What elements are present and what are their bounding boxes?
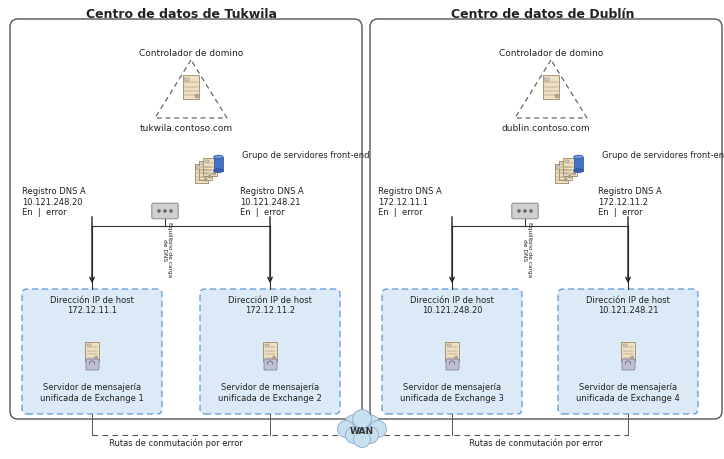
FancyBboxPatch shape <box>560 164 565 166</box>
Circle shape <box>353 410 371 428</box>
Circle shape <box>204 179 207 182</box>
FancyBboxPatch shape <box>10 20 362 419</box>
Circle shape <box>361 426 379 443</box>
Circle shape <box>163 210 167 213</box>
Text: Dirección IP de host
172.12.11.1: Dirección IP de host 172.12.11.1 <box>50 295 134 315</box>
Text: Centro de datos de Tukwila: Centro de datos de Tukwila <box>85 8 277 21</box>
FancyBboxPatch shape <box>200 289 340 414</box>
FancyBboxPatch shape <box>264 359 277 370</box>
Text: En  |  error: En | error <box>22 208 67 217</box>
Ellipse shape <box>573 156 583 160</box>
Circle shape <box>529 210 533 213</box>
FancyBboxPatch shape <box>445 342 458 361</box>
FancyBboxPatch shape <box>265 344 269 347</box>
Circle shape <box>573 173 576 175</box>
Text: Grupo de servidores front-end: Grupo de servidores front-end <box>602 151 724 160</box>
Circle shape <box>455 356 458 359</box>
Circle shape <box>337 420 355 437</box>
Text: En  |  error: En | error <box>240 208 285 217</box>
Text: Dirección IP de host
10.121.248.21: Dirección IP de host 10.121.248.21 <box>586 295 670 315</box>
FancyBboxPatch shape <box>623 344 627 347</box>
Circle shape <box>157 210 161 213</box>
Circle shape <box>517 210 521 213</box>
FancyBboxPatch shape <box>199 162 212 180</box>
FancyBboxPatch shape <box>195 164 209 183</box>
Text: Controlador de domino: Controlador de domino <box>139 49 243 58</box>
Circle shape <box>369 420 387 437</box>
Circle shape <box>568 176 571 179</box>
FancyBboxPatch shape <box>621 342 635 361</box>
Text: Equilibrio de carga
de DNS: Equilibrio de carga de DNS <box>521 222 532 277</box>
Circle shape <box>631 356 634 359</box>
Circle shape <box>209 176 211 179</box>
Text: Servidor de mensajería
unificada de Exchange 3: Servidor de mensajería unificada de Exch… <box>400 382 504 402</box>
FancyBboxPatch shape <box>382 289 522 414</box>
FancyBboxPatch shape <box>557 167 560 169</box>
FancyBboxPatch shape <box>205 161 209 163</box>
FancyBboxPatch shape <box>87 344 90 347</box>
Text: WAN: WAN <box>350 426 374 436</box>
FancyBboxPatch shape <box>565 161 568 163</box>
Text: Dirección IP de host
10.121.248.20: Dirección IP de host 10.121.248.20 <box>410 295 494 315</box>
FancyBboxPatch shape <box>622 359 635 370</box>
Circle shape <box>169 210 173 213</box>
FancyBboxPatch shape <box>86 359 99 370</box>
Text: Registro DNS A
10.121.248.20: Registro DNS A 10.121.248.20 <box>22 187 85 206</box>
FancyBboxPatch shape <box>559 162 573 180</box>
Circle shape <box>95 356 98 359</box>
Circle shape <box>344 415 364 435</box>
Text: Servidor de mensajería
unificada de Exchange 1: Servidor de mensajería unificada de Exch… <box>40 382 144 402</box>
FancyBboxPatch shape <box>214 158 223 171</box>
Text: Grupo de servidores front-end: Grupo de servidores front-end <box>242 151 369 160</box>
FancyBboxPatch shape <box>184 79 189 82</box>
Ellipse shape <box>214 156 223 160</box>
FancyBboxPatch shape <box>542 76 560 100</box>
Text: Equilibrio de carga
de DNS: Equilibrio de carga de DNS <box>161 222 172 277</box>
Circle shape <box>523 210 527 213</box>
Text: dublin.contoso.com: dublin.contoso.com <box>502 124 590 133</box>
FancyBboxPatch shape <box>85 342 98 361</box>
Text: Controlador de domino: Controlador de domino <box>499 49 603 58</box>
Circle shape <box>555 95 559 99</box>
Text: Dirección IP de host
172.12.11.2: Dirección IP de host 172.12.11.2 <box>228 295 312 315</box>
Circle shape <box>273 356 276 359</box>
Circle shape <box>345 426 363 443</box>
FancyBboxPatch shape <box>264 342 277 361</box>
FancyBboxPatch shape <box>203 158 216 177</box>
Text: tukwila.contoso.com: tukwila.contoso.com <box>140 124 232 133</box>
FancyBboxPatch shape <box>447 344 450 347</box>
FancyBboxPatch shape <box>370 20 722 419</box>
Ellipse shape <box>214 169 223 173</box>
Ellipse shape <box>573 169 583 173</box>
FancyBboxPatch shape <box>152 204 178 219</box>
Text: En  |  error: En | error <box>598 208 643 217</box>
Circle shape <box>564 179 567 182</box>
FancyBboxPatch shape <box>544 79 549 82</box>
FancyBboxPatch shape <box>182 76 199 100</box>
Text: Registro DNS A
10.121.248.21: Registro DNS A 10.121.248.21 <box>240 187 304 206</box>
FancyBboxPatch shape <box>512 204 538 219</box>
Text: Rutas de conmutación por error: Rutas de conmutación por error <box>469 437 603 447</box>
FancyBboxPatch shape <box>563 158 576 177</box>
Circle shape <box>213 173 216 175</box>
Text: Registro DNS A
172.12.11.1: Registro DNS A 172.12.11.1 <box>378 187 442 206</box>
Circle shape <box>353 431 371 448</box>
Text: Rutas de conmutación por error: Rutas de conmutación por error <box>109 437 243 447</box>
FancyBboxPatch shape <box>446 359 459 370</box>
Text: Centro de datos de Dublín: Centro de datos de Dublín <box>451 8 635 21</box>
FancyBboxPatch shape <box>196 167 201 169</box>
Text: Servidor de mensajería
unificada de Exchange 2: Servidor de mensajería unificada de Exch… <box>218 382 322 402</box>
FancyBboxPatch shape <box>22 289 162 414</box>
Text: Servidor de mensajería
unificada de Exchange 4: Servidor de mensajería unificada de Exch… <box>576 382 680 402</box>
FancyBboxPatch shape <box>573 158 583 171</box>
FancyBboxPatch shape <box>201 164 204 166</box>
Circle shape <box>195 95 198 99</box>
Text: Registro DNS A
172.12.11.2: Registro DNS A 172.12.11.2 <box>598 187 662 206</box>
Text: En  |  error: En | error <box>378 208 423 217</box>
FancyBboxPatch shape <box>555 164 568 183</box>
FancyBboxPatch shape <box>558 289 698 414</box>
Circle shape <box>360 415 380 435</box>
